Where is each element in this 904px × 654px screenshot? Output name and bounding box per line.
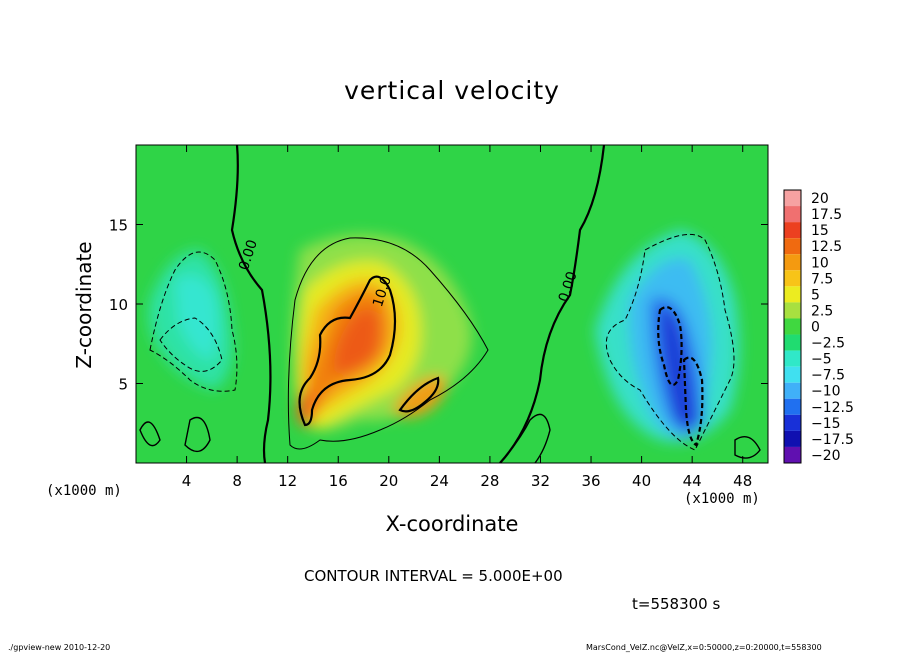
colorbar-label: −10 — [811, 384, 841, 400]
colorbar-swatch — [784, 446, 801, 463]
x-tick-label: 40 — [632, 472, 651, 490]
x-tick-label: 12 — [278, 472, 297, 490]
colorbar-swatch — [784, 366, 801, 383]
colorbar-label: 10 — [811, 255, 829, 271]
colorbar-swatch — [784, 398, 801, 415]
colorbar-swatch — [784, 334, 801, 351]
contour-lines — [139, 145, 761, 463]
x-tick-label: 48 — [733, 472, 752, 490]
x-tick-label: 44 — [683, 472, 702, 490]
colorbar-swatch — [784, 414, 801, 431]
colorbar-label: 2.5 — [811, 303, 833, 319]
colorbar-swatch — [784, 318, 801, 335]
x-tick-label: 24 — [430, 472, 449, 490]
colorbar-label: −7.5 — [811, 368, 845, 384]
colorbar-swatch — [784, 206, 801, 223]
x-tick-label: 8 — [232, 472, 242, 490]
x-axis-label: X-coordinate — [385, 512, 519, 536]
y-tick-label: 5 — [118, 376, 128, 394]
colorbar-label: 15 — [811, 223, 829, 239]
colorbar-label: 5 — [811, 287, 820, 303]
colorbar: 2017.51512.5107.552.50−2.5−5−7.5−10−12.5… — [783, 189, 854, 464]
colorbar-label: 7.5 — [811, 271, 833, 287]
colorbar-swatch — [784, 302, 801, 319]
x-tick-label: 28 — [480, 472, 499, 490]
x-tick-label: 20 — [379, 472, 398, 490]
colorbar-swatch — [784, 254, 801, 271]
chart-title: vertical velocity — [344, 76, 560, 105]
colorbar-swatch — [784, 238, 801, 255]
colorbar-label: 17.5 — [811, 207, 842, 223]
colorbar-label: 12.5 — [811, 239, 842, 255]
colorbar-swatch — [784, 382, 801, 399]
colorbar-swatch — [784, 270, 801, 287]
colorbar-frame — [783, 189, 802, 464]
footer-left: ./gpview-new 2010-12-20 — [8, 643, 111, 652]
x-tick-label: 32 — [531, 472, 550, 490]
colorbar-label: −2.5 — [811, 336, 845, 352]
y-tick-label: 10 — [109, 296, 128, 314]
x-tick-label: 16 — [329, 472, 348, 490]
colorbar-swatch — [784, 350, 801, 367]
colorbar-label: −12.5 — [811, 400, 854, 416]
colorbar-label: 0 — [811, 320, 820, 336]
colorbar-swatch — [784, 222, 801, 239]
y-tick-label: 15 — [109, 217, 128, 235]
colorbar-label: −5 — [811, 352, 832, 368]
x-tick-label: 36 — [581, 472, 600, 490]
y-axis-ticks: 5 10 15 — [109, 217, 768, 394]
x-axis-ticks: 4 8 12 16 20 24 28 32 36 40 44 48 — [182, 145, 752, 490]
colorbar-label: −17.5 — [811, 432, 854, 448]
footer-right: MarsCond_VelZ.nc@VelZ,x=0:50000,z=0:2000… — [586, 643, 822, 652]
colorbar-label: −15 — [811, 416, 841, 432]
colorbar-swatch — [784, 286, 801, 303]
time-label: t=558300 s — [632, 595, 721, 613]
contour-interval-text: CONTOUR INTERVAL = 5.000E+00 — [304, 567, 563, 585]
colorbar-label: 20 — [811, 191, 829, 207]
colorbar-swatch — [784, 190, 801, 207]
x-tick-label: 4 — [182, 472, 192, 490]
x-unit-label-left: (x1000 m) — [46, 483, 122, 499]
field-blobs — [148, 230, 739, 442]
heatmap-field — [136, 145, 768, 463]
colorbar-swatch — [784, 430, 801, 447]
colorbar-label: −20 — [811, 448, 841, 464]
x-unit-label-right: (x1000 m) — [684, 491, 760, 507]
